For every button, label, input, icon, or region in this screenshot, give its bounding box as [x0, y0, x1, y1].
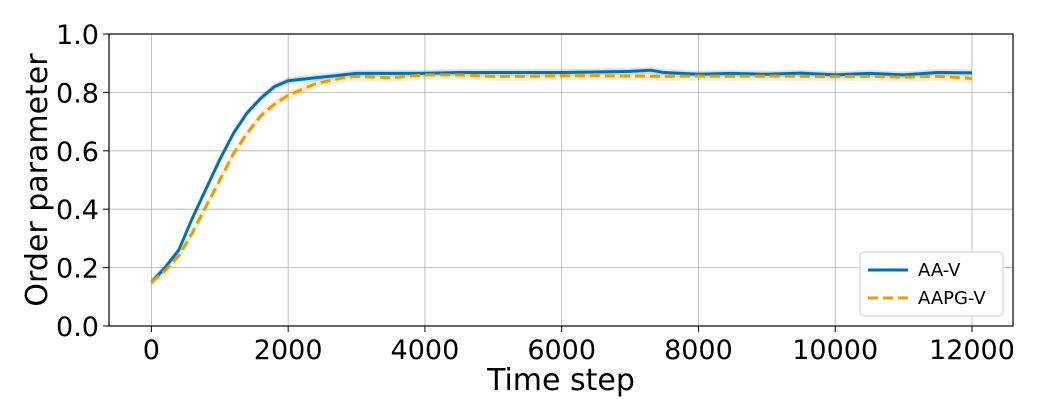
series-line-aapg-v	[150, 73, 973, 284]
series-line-aa-v	[150, 68, 972, 284]
x-tick-label: 2000	[254, 335, 323, 366]
y-tick-label: 0.6	[56, 137, 99, 168]
legend-label-aapg-v: AAPG-V	[918, 288, 986, 309]
x-axis-ticks: 0 2000 4000 6000 8000 10000 12000	[143, 326, 1015, 366]
legend: AA-V AAPG-V	[859, 251, 1004, 317]
legend-box	[859, 251, 1004, 317]
x-tick-label: 4000	[391, 335, 460, 366]
x-tick-label: 10000	[792, 335, 878, 366]
y-tick-label: 0.2	[56, 254, 99, 285]
y-tick-label: 0.8	[56, 78, 99, 109]
legend-label-aa-v: AA-V	[918, 260, 961, 281]
series-lines	[150, 68, 973, 284]
x-tick-label: 0	[143, 335, 160, 366]
plot-frame	[108, 33, 1014, 327]
x-axis-label: Time step	[486, 363, 635, 398]
x-tick-label: 12000	[929, 335, 1015, 366]
y-tick-label: 0.4	[56, 195, 99, 226]
y-tick-label: 1.0	[56, 20, 99, 51]
y-axis-ticks: 0.0 0.2 0.4 0.6 0.8 1.0	[56, 20, 109, 343]
y-tick-label: 0.0	[56, 312, 99, 343]
x-tick-label: 8000	[664, 335, 733, 366]
y-axis-label: Order parameter	[20, 53, 55, 307]
x-tick-label: 6000	[527, 335, 596, 366]
